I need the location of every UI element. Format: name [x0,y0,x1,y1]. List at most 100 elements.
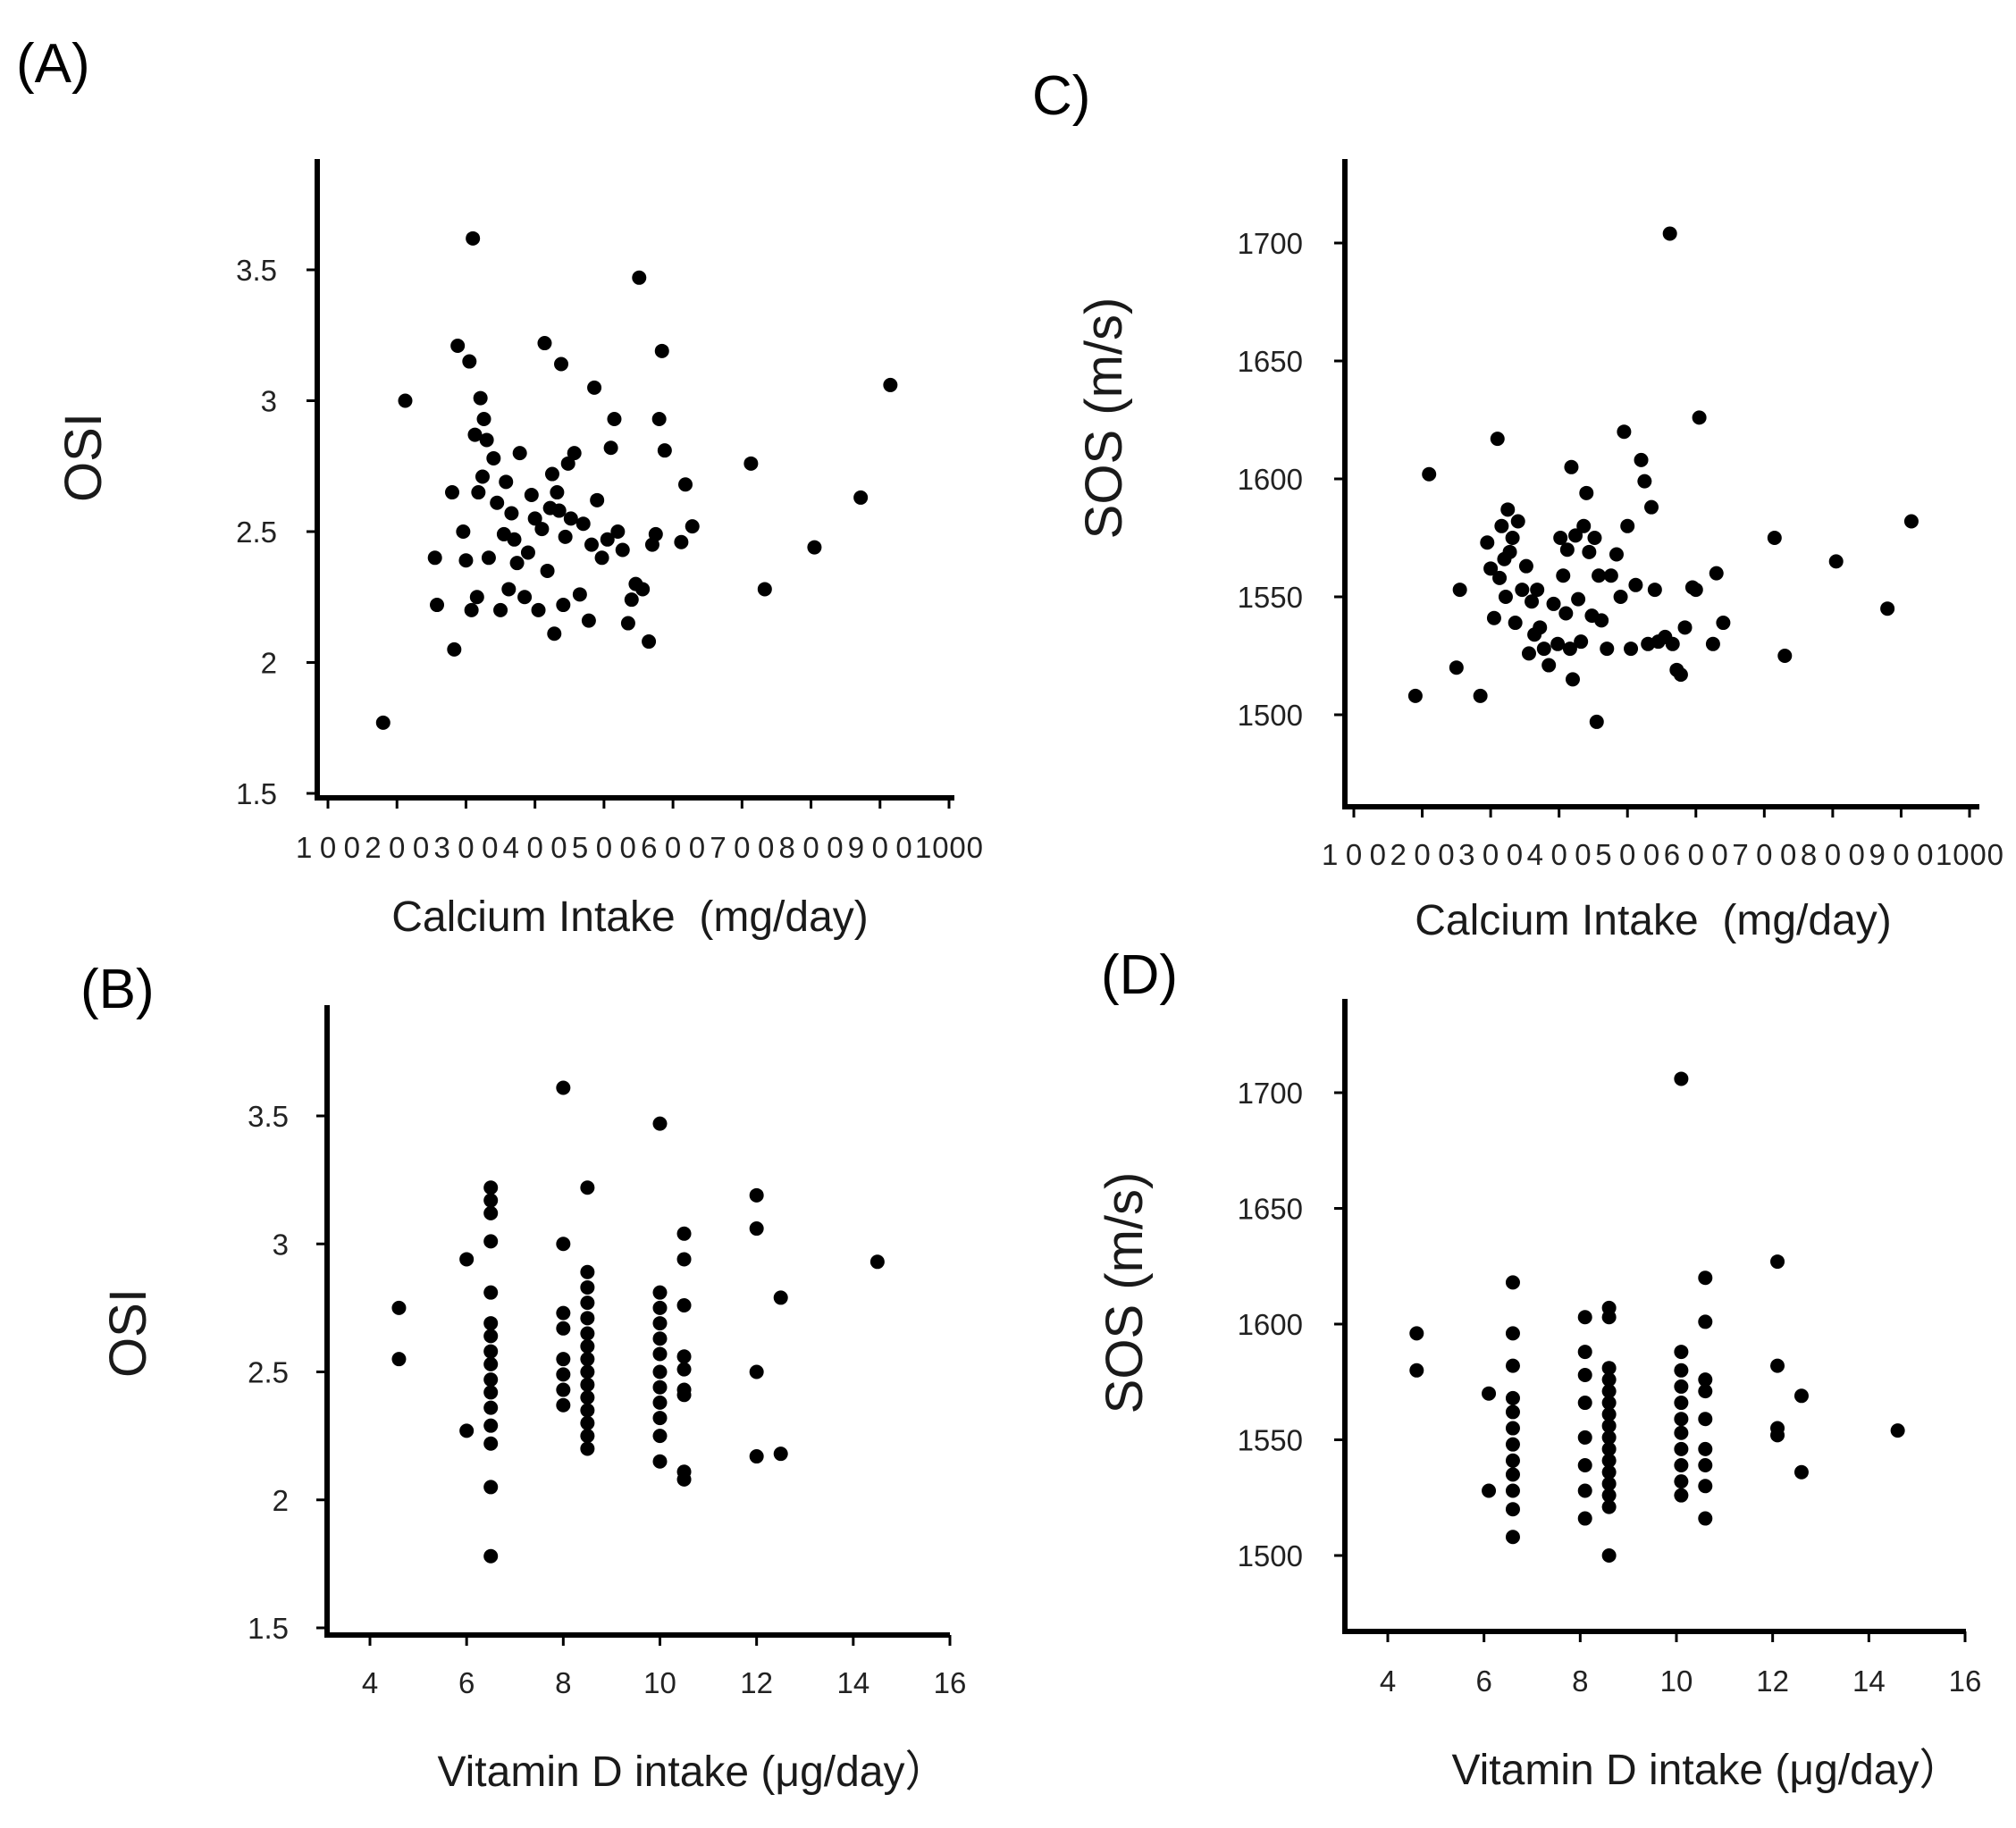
data-point [1609,547,1624,562]
y-tick-label: 2.5 [236,516,277,549]
x-tick-label: 300 [433,831,498,864]
data-point [676,1388,692,1403]
data-point [1674,1488,1689,1503]
data-point [456,524,471,539]
data-point [1550,636,1566,651]
data-point [1601,1310,1617,1325]
data-point [445,485,459,500]
data-point [652,1411,668,1426]
y-tick-labels: 1.5 2 2.5 3 3.5 [248,1100,327,1645]
data-point [580,1311,595,1326]
data-point [1571,591,1586,607]
data-point [1533,620,1548,635]
data-point [1665,636,1680,651]
data-point [1890,1423,1905,1438]
data-point [652,1331,668,1346]
data-point [556,1367,571,1382]
data-point [1510,514,1525,529]
x-tick-labels: 100 200 300 400 500 600 700 800 900 1000 [1322,807,2003,871]
data-point [584,537,599,552]
data-point [1494,518,1509,533]
data-point [1541,658,1557,673]
data-point [556,1305,571,1321]
data-point [1601,1418,1617,1433]
data-point [391,1300,407,1315]
data-point [1698,1511,1713,1526]
data-point [527,511,542,526]
y-tick-label: 1650 [1238,345,1303,378]
data-point [1562,641,1577,657]
data-point [773,1290,788,1305]
data-point [556,1382,571,1397]
data-point [483,1436,499,1451]
data-point [550,485,565,500]
data-point [685,519,700,534]
data-point [1880,601,1895,616]
data-point [1568,528,1583,543]
y-tick-label: 3 [273,1228,289,1261]
y-tick-labels: 1500 1550 1600 1650 1700 [1238,227,1345,732]
data-point [1688,583,1703,598]
data-point [1594,613,1609,628]
data-point [1546,596,1561,611]
x-tick-label: 16 [934,1666,967,1699]
data-point [462,354,477,369]
x-tick-label: 500 [572,831,636,864]
x-tick-label: 600 [641,831,705,864]
x-tick-label: 6 [458,1666,475,1699]
y-tick-label: 2 [261,647,277,680]
data-point [1480,535,1495,550]
data-point [398,393,413,408]
data-point [560,456,575,471]
chart-panel-b: (B) OSI Vitamin D intake (μg/day） 4 6 8 10 1… [80,959,966,1796]
x-tick-labels: 4 6 8 10 12 14 16 [1380,1631,1981,1698]
data-point [427,550,442,566]
data-point [1674,1412,1689,1427]
data-point [1709,566,1724,581]
data-point [540,563,555,578]
panel-label-c: C) [1032,65,1090,127]
data-point [1525,594,1540,609]
data-point [654,343,669,358]
data-point [375,715,391,730]
data-point [1705,636,1720,651]
data-point [587,380,602,395]
x-tick-label: 14 [836,1666,869,1699]
data-point [652,1379,668,1395]
data-point [1698,1479,1713,1494]
x-tick-labels: 4 6 8 10 12 14 16 [362,1635,967,1699]
data-point [580,1180,595,1195]
y-tick-label: 3.5 [236,254,277,287]
data-point [632,270,647,285]
data-point [749,1221,764,1237]
data-point [520,545,535,560]
data-point [580,1279,595,1295]
y-tick-label: 1550 [1238,581,1303,614]
data-point [1577,1511,1592,1526]
data-point [757,582,772,597]
data-point [678,477,693,492]
data-point [620,616,635,631]
data-point [1565,672,1580,687]
data-point [624,592,639,608]
data-point [476,412,491,427]
data-point [1482,1483,1497,1498]
x-axis-label: Vitamin D intake (μg/day） [437,1748,947,1796]
data-point [869,1254,885,1270]
data-point [1498,590,1513,604]
data-point [807,540,822,555]
y-tick-label: 1.5 [248,1612,289,1645]
data-point [524,487,539,502]
data-point [652,1429,668,1444]
data-point [1564,459,1579,474]
data-point [657,443,672,458]
data-point [471,485,486,500]
data-point [547,626,562,641]
data-point [1698,1412,1713,1427]
data-point [459,1252,475,1267]
data-point [1793,1388,1809,1404]
data-point [1582,544,1597,559]
data-point [483,1548,499,1564]
data-point [1518,558,1533,574]
